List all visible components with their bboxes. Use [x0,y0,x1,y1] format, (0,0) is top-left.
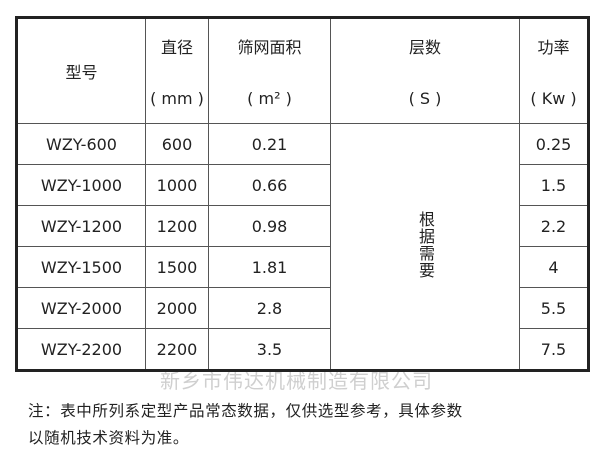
footnote-line: 以随机技术资料为准。 [28,429,190,447]
cell-diameter: 2200 [145,328,209,371]
cell-model: WZY-1500 [16,246,146,288]
table-row: WZY-2200 2200 3.5 7.5 [16,328,589,371]
header-unit: ( S ) [408,88,442,108]
header-power: 功率 ( Kw ) [519,17,589,124]
cell-diameter: 1000 [145,164,209,206]
cell-diameter: 2000 [145,287,209,329]
cell-power: 2.2 [519,205,589,247]
header-label: 功率 [537,38,570,58]
table-row: WZY-1200 1200 0.98 2.2 [16,205,589,247]
cell-model: WZY-1200 [16,205,146,247]
table-row: WZY-1500 1500 1.81 4 [16,246,589,288]
footnote: 注：表中所列系定型产品常态数据，仅供选型参考，具体参数 以随机技术资料为准。 [28,398,463,452]
header-model: 型号 [16,17,146,124]
header-unit: ( mm ) [150,88,204,108]
table-row: WZY-600 600 0.21 根据需要 0.25 [16,123,589,371]
cell-diameter: 1200 [145,205,209,247]
header-area: 筛网面积 ( m² ) [208,17,331,124]
cell-power: 5.5 [519,287,589,329]
header-label: 型号 [65,63,98,82]
header-layers: 层数 ( S ) [330,17,520,124]
cell-model: WZY-2200 [16,328,146,371]
cell-power: 4 [519,246,589,288]
cell-layers: 根据需要 [330,123,520,371]
cell-area: 0.98 [208,205,331,247]
header-label: 层数 [408,38,441,58]
cell-area: 0.66 [208,164,331,206]
cell-model: WZY-2000 [16,287,146,329]
header-unit: ( Kw ) [530,88,577,108]
cell-area: 0.21 [208,123,331,165]
header-label: 直径 [160,38,193,58]
footnote-line: 注：表中所列系定型产品常态数据，仅供选型参考，具体参数 [28,402,463,420]
cell-model: WZY-1000 [16,164,146,206]
cell-area: 1.81 [208,246,331,288]
header-label: 筛网面积 [237,38,302,58]
cell-model: WZY-600 [16,123,146,165]
table-row: WZY-1000 1000 0.66 1.5 [16,164,589,206]
cell-diameter: 1500 [145,246,209,288]
cell-power: 1.5 [519,164,589,206]
header-diameter: 直径 ( mm ) [145,17,209,124]
cell-power: 7.5 [519,328,589,371]
header-unit: ( m² ) [247,88,292,108]
cell-area: 2.8 [208,287,331,329]
spec-table: 型号 直径( mm ) 筛网面积( m² ) 层数( S ) 功率( Kw ) … [15,16,590,372]
cell-area: 3.5 [208,328,331,371]
layers-value: 根据需要 [416,210,435,279]
header-row: 型号 直径 ( mm ) 筛网面积 ( m² ) 层数 ( S ) 功率 ( Kw ) [16,17,589,124]
watermark: 新乡市伟达机械制造有限公司 [160,369,433,393]
cell-power: 0.25 [519,123,589,165]
cell-diameter: 600 [145,123,209,165]
